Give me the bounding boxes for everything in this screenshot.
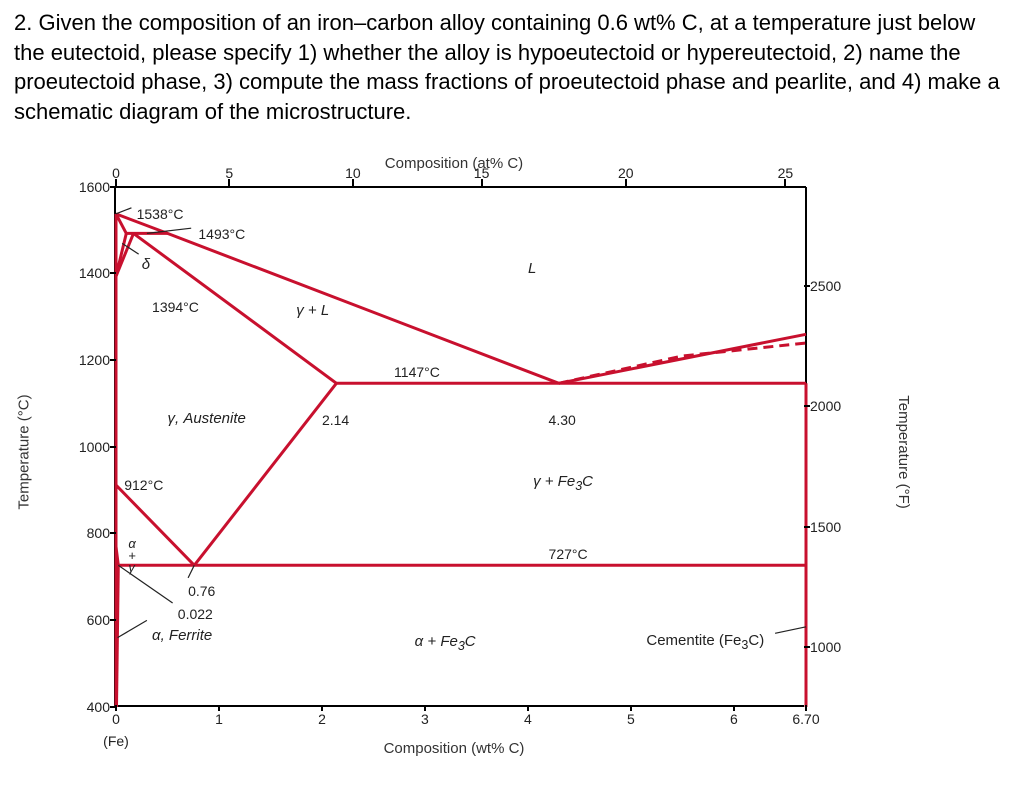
y-left-tick: 800 (87, 525, 110, 541)
fe-origin-label: (Fe) (103, 733, 129, 749)
x-top-tick: 5 (225, 165, 233, 181)
x-bottom-tick: 3 (421, 711, 429, 727)
top-axis-title: Composition (at% C) (385, 155, 523, 172)
region-label: γ, Austenite (167, 410, 245, 427)
x-top-tick: 20 (618, 165, 634, 181)
region-label: α + Fe3C (415, 633, 476, 653)
temp-label: 1538°C (137, 206, 184, 222)
y-right-tick: 2500 (810, 278, 841, 294)
temp-label: 912°C (124, 477, 163, 493)
y-left-tick: 400 (87, 699, 110, 715)
plot-area: 4006008001000120014001600100015002000250… (114, 187, 804, 707)
phase-diagram-chart: Composition (at% C) Composition (wt% C) … (34, 147, 874, 757)
x-top-tick: 0 (112, 165, 120, 181)
region-label: α, Ferrite (152, 627, 212, 644)
x-top-tick: 25 (778, 165, 794, 181)
temp-label: 4.30 (549, 412, 576, 428)
y-left-tick: 1400 (79, 265, 110, 281)
temp-label: 1147°C (394, 364, 440, 380)
phase-lines-svg (116, 187, 804, 705)
question-text: 2. Given the composition of an iron–carb… (14, 8, 1010, 127)
y-right-tick: 1500 (810, 519, 841, 535)
region-label: γ + L (296, 302, 329, 319)
x-top-tick: 10 (345, 165, 361, 181)
region-label: L (528, 260, 536, 277)
right-axis-title: Temperature (°F) (896, 395, 913, 509)
x-bottom-tick: 6 (730, 711, 738, 727)
y-left-tick: 600 (87, 612, 110, 628)
temp-label: 2.14 (322, 412, 349, 428)
x-bottom-tick: 2 (318, 711, 326, 727)
phase-line-liquidus (116, 214, 559, 383)
y-left-tick: 1000 (79, 439, 110, 455)
y-right-tick: 1000 (810, 639, 841, 655)
x-bottom-tick: 1 (215, 711, 223, 727)
temp-label: 0.022 (178, 606, 213, 622)
x-bottom-tick: 5 (627, 711, 635, 727)
temp-label: 1493°C (198, 226, 245, 242)
x-top-tick: 15 (474, 165, 490, 181)
x-bottom-tick: 6.70 (792, 711, 819, 727)
y-left-tick: 1200 (79, 352, 110, 368)
temp-label: 1394°C (152, 299, 199, 315)
y-left-tick: 1600 (79, 179, 110, 195)
left-axis-title: Temperature (°C) (16, 394, 33, 509)
region-label: Cementite (Fe3C) (646, 632, 764, 652)
region-label: α+γ (128, 538, 136, 575)
temp-label: 0.76 (188, 583, 215, 599)
y-right-tick: 2000 (810, 398, 841, 414)
x-bottom-tick: 4 (524, 711, 532, 727)
bottom-axis-title: Composition (wt% C) (384, 740, 525, 757)
temp-label: 727°C (549, 546, 588, 562)
x-bottom-tick: 0 (112, 711, 120, 727)
region-label: δ (142, 256, 150, 273)
region-label: γ + Fe3C (533, 473, 593, 493)
